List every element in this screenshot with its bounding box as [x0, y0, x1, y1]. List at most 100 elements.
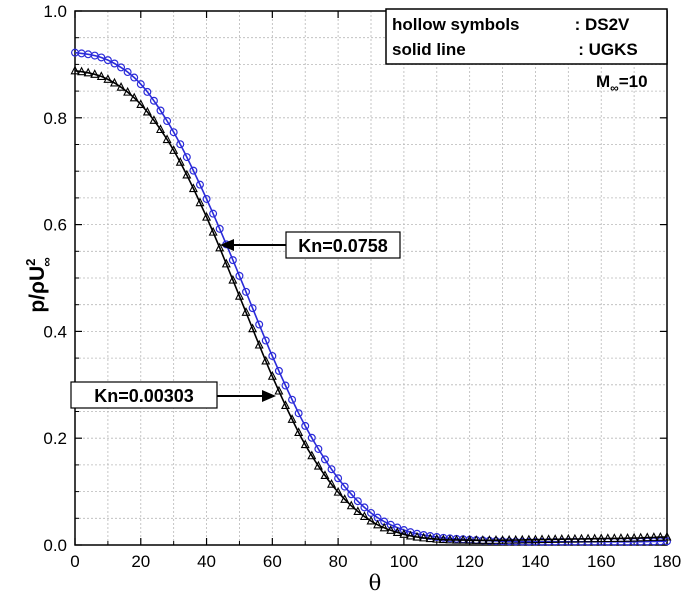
series-marker-1 [583, 533, 593, 543]
series-marker-1 [162, 134, 172, 144]
series-marker-0 [176, 140, 185, 149]
series-marker-1 [465, 534, 475, 544]
series-marker-1 [300, 439, 310, 449]
series-marker-0 [314, 444, 323, 453]
series-marker-0 [103, 56, 112, 65]
series-marker-1 [649, 532, 659, 541]
series-marker-0 [242, 287, 251, 296]
series-marker-1 [425, 533, 435, 543]
series-marker-1 [399, 529, 409, 538]
series-marker-1 [280, 400, 290, 409]
series-marker-1 [511, 534, 521, 544]
series-marker-1 [642, 532, 652, 542]
series-marker-1 [623, 532, 633, 542]
legend: hollow symbols : DS2V solid line : UGKS [385, 8, 668, 65]
axis-ticks: 0 20 40 60 80 100 120 140 160 180 0.0 0.2 0.4 0.6 0.8 1… [43, 2, 681, 571]
series-marker-0 [117, 63, 126, 72]
annotation-kn-0758-arrowhead [220, 239, 234, 251]
series-marker-0 [123, 68, 132, 77]
series-1 [70, 65, 672, 544]
annotation-kn-00303-box [70, 381, 218, 409]
series-marker-0 [268, 351, 277, 360]
y-axis-title-sub: ∞ [39, 257, 54, 266]
series-marker-1 [156, 124, 166, 134]
series-marker-1 [419, 532, 429, 542]
series-marker-1 [267, 371, 277, 380]
y-tick-label: 0.4 [43, 322, 67, 341]
series-marker-0 [163, 117, 172, 126]
series-marker-1 [366, 515, 376, 525]
series-marker-0 [195, 180, 204, 189]
series-marker-1 [576, 533, 586, 543]
series-marker-1 [116, 81, 126, 91]
series-marker-1 [77, 66, 87, 76]
annotation-kn-00303-text: Kn=0.00303 [94, 386, 194, 406]
series-marker-1 [662, 531, 672, 541]
x-tick-label: 0 [70, 552, 79, 571]
series-marker-0 [182, 153, 191, 162]
series-marker-0 [130, 73, 139, 82]
series-marker-1 [70, 65, 80, 75]
x-tick-label: 100 [390, 552, 418, 571]
series-marker-1 [261, 355, 271, 365]
series-marker-0 [320, 455, 329, 464]
series-marker-1 [182, 169, 192, 179]
y-tick-label: 0.6 [43, 216, 67, 235]
series-marker-0 [228, 256, 237, 265]
series-marker-1 [228, 274, 238, 284]
series-marker-1 [215, 242, 225, 252]
series-marker-1 [537, 534, 547, 544]
y-tick-label: 1.0 [43, 2, 67, 21]
annotation-kn-0758-box [285, 231, 401, 259]
series-marker-1 [405, 530, 415, 540]
series-marker-0 [281, 381, 290, 390]
series-marker-0 [288, 395, 297, 404]
series-marker-0 [327, 465, 336, 474]
series-marker-1 [254, 339, 264, 349]
series-marker-1 [412, 531, 422, 541]
x-tick-label: 20 [131, 552, 150, 571]
series-marker-1 [142, 106, 152, 116]
series-marker-1 [123, 86, 133, 96]
series-marker-0 [360, 503, 369, 512]
series-marker-1 [609, 533, 619, 542]
series-marker-1 [498, 534, 508, 544]
series-marker-1 [307, 450, 317, 460]
series-marker-1 [504, 534, 514, 544]
x-tick-label: 120 [455, 552, 483, 571]
series-marker-0 [340, 482, 349, 491]
legend-line1-left: hollow symbols [392, 15, 520, 34]
series-marker-0 [386, 520, 395, 529]
series-marker-0 [235, 271, 244, 280]
annotation-kn-00303: Kn=0.00303 [70, 381, 276, 409]
series-marker-1 [346, 500, 356, 510]
y-axis-title: p/ρU2∞ [23, 257, 54, 312]
y-axis-title-sup: 2 [23, 259, 38, 266]
series-marker-1 [484, 535, 494, 544]
series-marker-1 [563, 533, 573, 543]
series-marker-1 [129, 92, 139, 102]
series-marker-1 [340, 494, 350, 503]
series-marker-0 [189, 166, 198, 175]
series-line-1 [74, 70, 668, 542]
series-marker-1 [234, 290, 244, 300]
series-marker-1 [596, 533, 606, 543]
series-marker-1 [136, 99, 146, 108]
series-marker-0 [156, 106, 165, 115]
series-marker-1 [287, 414, 297, 423]
series-marker-1 [570, 533, 580, 543]
series-marker-1 [478, 535, 488, 544]
mach-suffix: =10 [619, 72, 648, 91]
series-marker-1 [491, 535, 501, 544]
series-layer [70, 48, 672, 546]
series-marker-0 [307, 433, 316, 442]
series-marker-1 [359, 511, 369, 521]
series-marker-1 [603, 533, 613, 543]
series-marker-1 [333, 486, 343, 496]
annotation-kn-0758-text: Kn=0.0758 [298, 236, 388, 256]
series-marker-0 [209, 209, 218, 218]
y-tick-label: 0.2 [43, 429, 67, 448]
series-marker-1 [438, 534, 448, 544]
